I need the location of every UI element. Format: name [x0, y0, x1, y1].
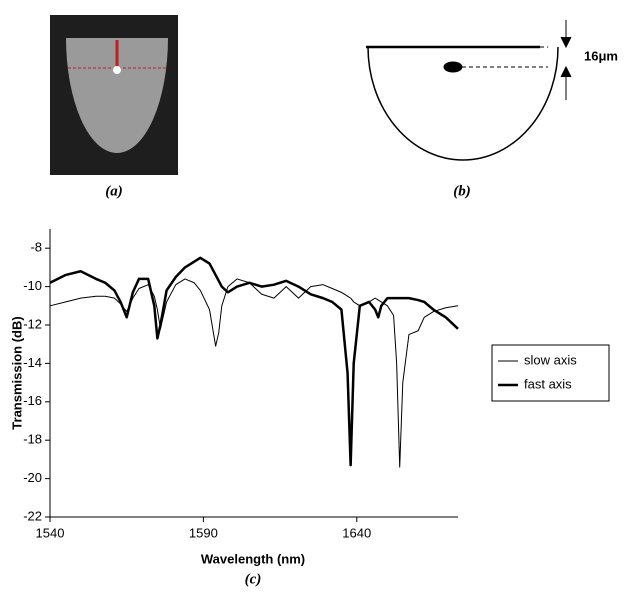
core [113, 66, 121, 74]
y-tick-label: -8 [30, 240, 42, 255]
legend-label: fast axis [524, 376, 572, 391]
y-tick-label: -18 [23, 432, 42, 447]
x-axis-title: Wavelength (nm) [201, 551, 305, 566]
photo [50, 15, 178, 175]
x-tick-label: 1540 [36, 525, 65, 540]
fiber-outline [367, 46, 559, 161]
fiber-cross-section [66, 38, 168, 153]
core [443, 61, 463, 73]
caption: (b) [453, 183, 471, 199]
y-tick-label: -10 [23, 278, 42, 293]
legend-box [491, 344, 610, 402]
x-tick-label: 1590 [189, 525, 218, 540]
series-line [49, 278, 459, 468]
y-tick-label: -22 [23, 508, 42, 523]
y-tick-label: -16 [23, 393, 42, 408]
schematic [366, 20, 572, 161]
legend-label: slow axis [524, 352, 577, 367]
y-tick-label: -14 [23, 355, 42, 370]
caption: (a) [105, 183, 123, 199]
x-tick-label: 1640 [342, 525, 371, 540]
arrow-head [560, 36, 572, 49]
y-tick-label: -12 [23, 316, 42, 331]
caption: (c) [245, 571, 262, 587]
series-line [49, 256, 459, 467]
y-axis-title: Transmission (dB) [9, 316, 24, 429]
arrow-head [560, 65, 572, 78]
dimension-label: 16μm [584, 48, 618, 63]
y-tick-label: -20 [23, 470, 42, 485]
